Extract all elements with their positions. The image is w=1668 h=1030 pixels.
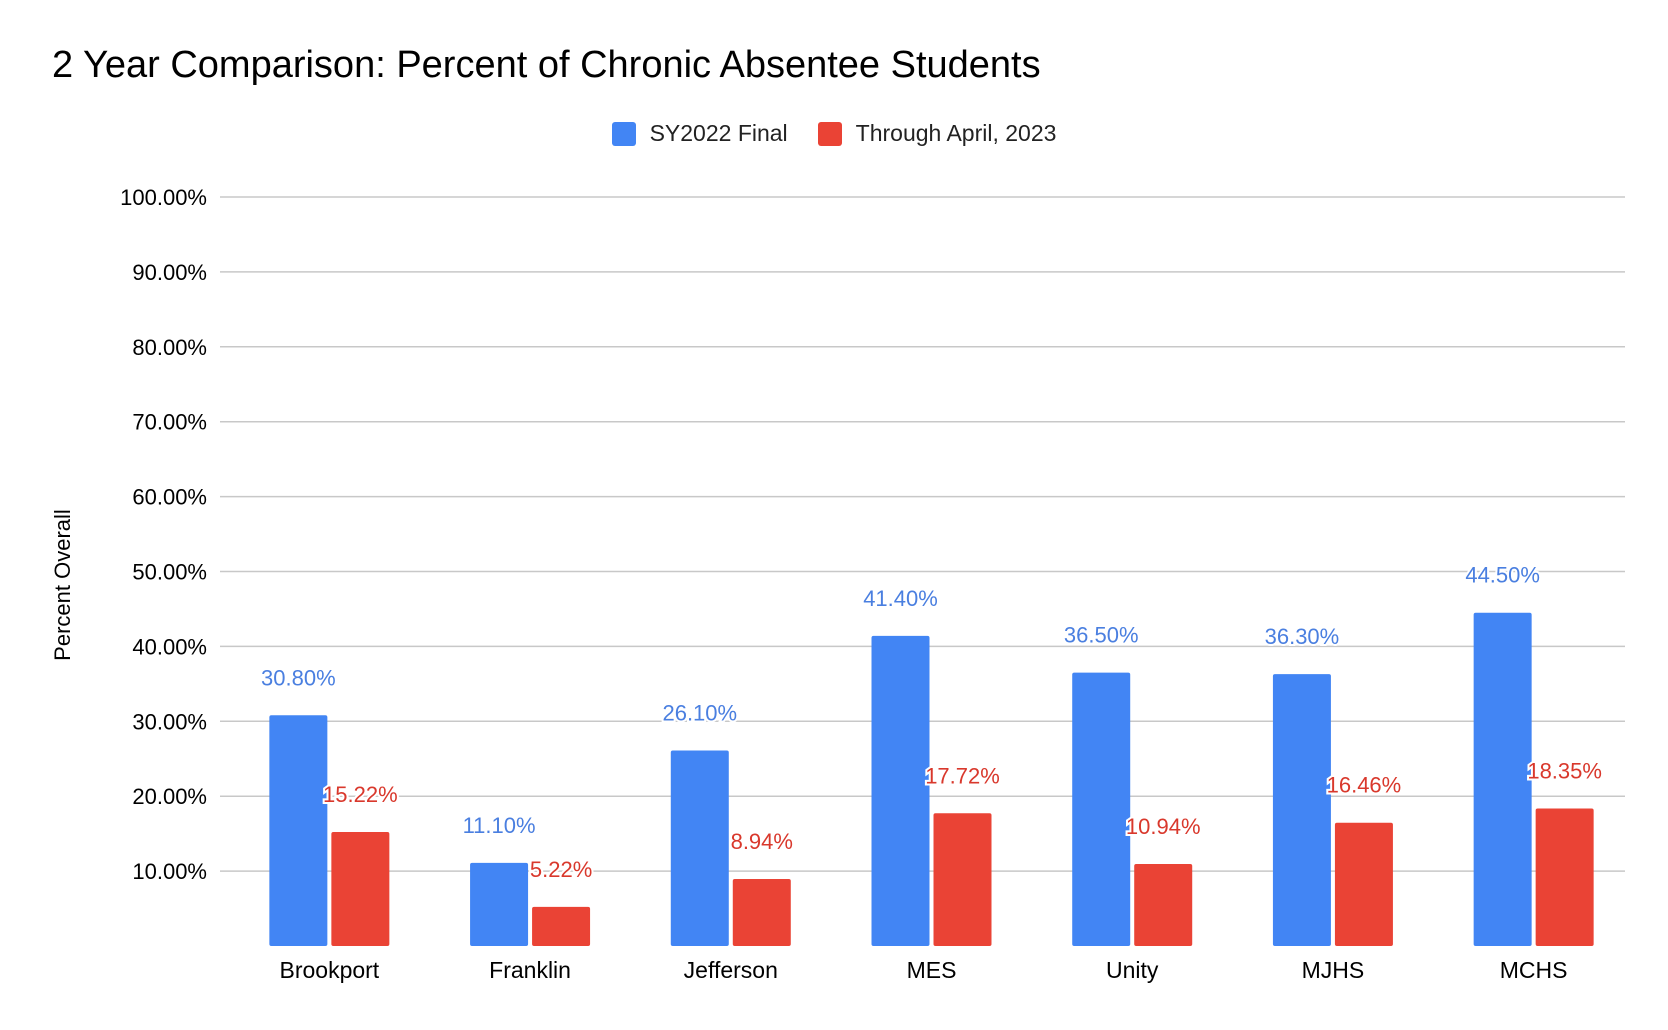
data-label-series-1: 36.30% bbox=[1265, 624, 1340, 649]
y-tick-label: 60.00% bbox=[132, 485, 207, 510]
data-label-series-1: 41.40% bbox=[863, 586, 938, 611]
bar-series-2-mchs[interactable] bbox=[1535, 808, 1594, 946]
bar-series-1-mchs[interactable] bbox=[1473, 612, 1532, 946]
data-label-series-2: 8.94% bbox=[731, 829, 793, 854]
x-category-label: Jefferson bbox=[684, 957, 778, 983]
y-tick-label: 70.00% bbox=[132, 410, 207, 435]
bar-series-2-unity[interactable] bbox=[1134, 864, 1193, 946]
bar-series-2-mes[interactable] bbox=[933, 813, 992, 946]
data-label-series-1: 11.10% bbox=[463, 813, 536, 838]
y-tick-label: 80.00% bbox=[132, 335, 207, 360]
y-axis-tick-labels: 10.00% 20.00% 30.00% 40.00% 50.00% 60.00% 70.0… bbox=[120, 185, 207, 884]
y-tick-label: 100.00% bbox=[120, 185, 207, 210]
data-label-series-2: 10.94% bbox=[1126, 814, 1201, 839]
legend-swatch-series-2 bbox=[817, 121, 842, 146]
data-label-series-2: 16.46% bbox=[1327, 773, 1402, 798]
data-label-series-1: 36.50% bbox=[1064, 623, 1139, 648]
data-label-series-2: 18.35% bbox=[1527, 759, 1602, 784]
data-label-series-2: 15.22% bbox=[323, 782, 398, 807]
bar-series-1-mes[interactable] bbox=[871, 635, 930, 946]
x-category-label: Brookport bbox=[279, 957, 379, 983]
x-category-label: MJHS bbox=[1302, 957, 1365, 983]
data-label-series-1: 44.50% bbox=[1465, 563, 1540, 588]
data-labels: 30.80% 15.22% 11.10% 5.22% 26.10% 8.94% 41.40%… bbox=[259, 561, 1604, 884]
bar-series-1-franklin[interactable] bbox=[470, 862, 529, 946]
bar-series-1-brookport[interactable] bbox=[269, 715, 328, 946]
legend-label-series-1: SY2022 Final bbox=[649, 120, 788, 146]
y-tick-label: 90.00% bbox=[132, 260, 207, 285]
bar-series-1-jefferson[interactable] bbox=[670, 750, 729, 946]
y-tick-label: 30.00% bbox=[132, 709, 207, 734]
data-label-series-1: 30.80% bbox=[261, 665, 336, 690]
x-axis-category-labels: Brookport Franklin Jefferson MES Unity MJHS MC… bbox=[279, 957, 1567, 983]
legend: SY2022 Final Through April, 2023 bbox=[0, 120, 1668, 147]
y-axis-title: Percent Overall bbox=[50, 509, 75, 661]
bar-series-2-mjhs[interactable] bbox=[1334, 822, 1393, 946]
y-tick-label: 20.00% bbox=[132, 784, 207, 809]
legend-label-series-2: Through April, 2023 bbox=[855, 120, 1057, 146]
data-label-series-1: 26.10% bbox=[662, 701, 737, 726]
chart-title: 2 Year Comparison: Percent of Chronic Ab… bbox=[52, 44, 1041, 86]
bar-series-2-franklin[interactable] bbox=[532, 906, 591, 946]
bars bbox=[269, 612, 1594, 946]
y-tick-label: 40.00% bbox=[132, 634, 207, 659]
legend-swatch-series-1 bbox=[611, 121, 636, 146]
legend-item-series-2[interactable]: Through April, 2023 bbox=[817, 120, 1057, 147]
bar-series-2-brookport[interactable] bbox=[331, 832, 390, 946]
data-label-series-2: 5.22% bbox=[530, 857, 592, 882]
bar-series-2-jefferson[interactable] bbox=[732, 879, 791, 946]
legend-item-series-1[interactable]: SY2022 Final bbox=[611, 120, 788, 147]
x-category-label: MES bbox=[907, 957, 957, 983]
y-tick-label: 10.00% bbox=[132, 859, 207, 884]
data-label-series-2: 17.72% bbox=[925, 763, 1000, 788]
x-category-label: Franklin bbox=[489, 957, 571, 983]
x-category-label: Unity bbox=[1106, 957, 1159, 983]
x-category-label: MCHS bbox=[1500, 957, 1568, 983]
bar-series-1-mjhs[interactable] bbox=[1272, 674, 1331, 946]
y-tick-label: 50.00% bbox=[132, 560, 207, 585]
bar-series-1-unity[interactable] bbox=[1072, 672, 1131, 946]
